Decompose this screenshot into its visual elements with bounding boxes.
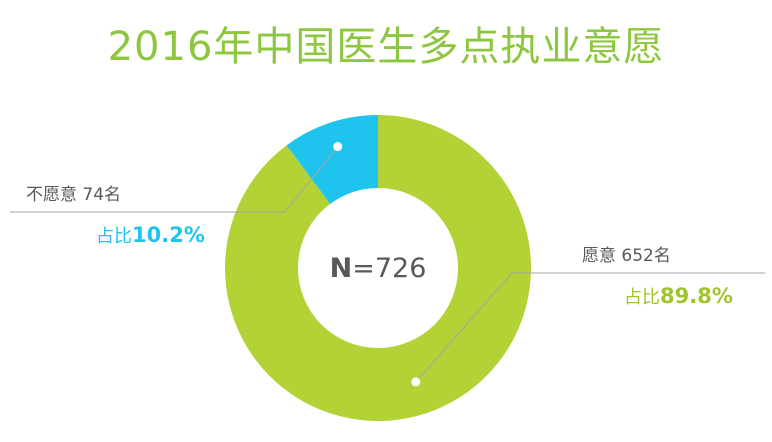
leader-dot-willing: [411, 377, 421, 387]
slice-label-unwilling: 不愿意 74名: [26, 180, 121, 205]
center-label: N=726: [330, 253, 427, 284]
slice-percent-value-willing: 89.8%: [660, 284, 733, 308]
chart-title: 2016年中国医生多点执业意愿: [107, 24, 665, 70]
leader-line-willing: [415, 272, 765, 383]
slice-percent-value-unwilling: 10.2%: [132, 223, 205, 247]
slice-count-willing: 652名: [621, 246, 671, 266]
slice-percent-unwilling: 占比10.2%: [96, 222, 205, 248]
leader-line-unwilling: [10, 146, 339, 213]
donut-hole: [298, 188, 458, 348]
slice-label-willing: 愿意 652名: [582, 241, 671, 266]
slice-percent-willing: 占比89.8%: [624, 283, 733, 309]
leader-dot-unwilling: [333, 142, 343, 152]
center-label-n: N: [330, 253, 353, 284]
slice-name-unwilling: 不愿意: [26, 185, 77, 205]
slice-percent-prefix-willing: 占比: [624, 287, 660, 308]
slice-count-unwilling: 74名: [82, 185, 122, 205]
slice-percent-prefix-unwilling: 占比: [96, 226, 132, 247]
slice-name-willing: 愿意: [582, 246, 616, 266]
center-label-value: =726: [352, 253, 426, 284]
